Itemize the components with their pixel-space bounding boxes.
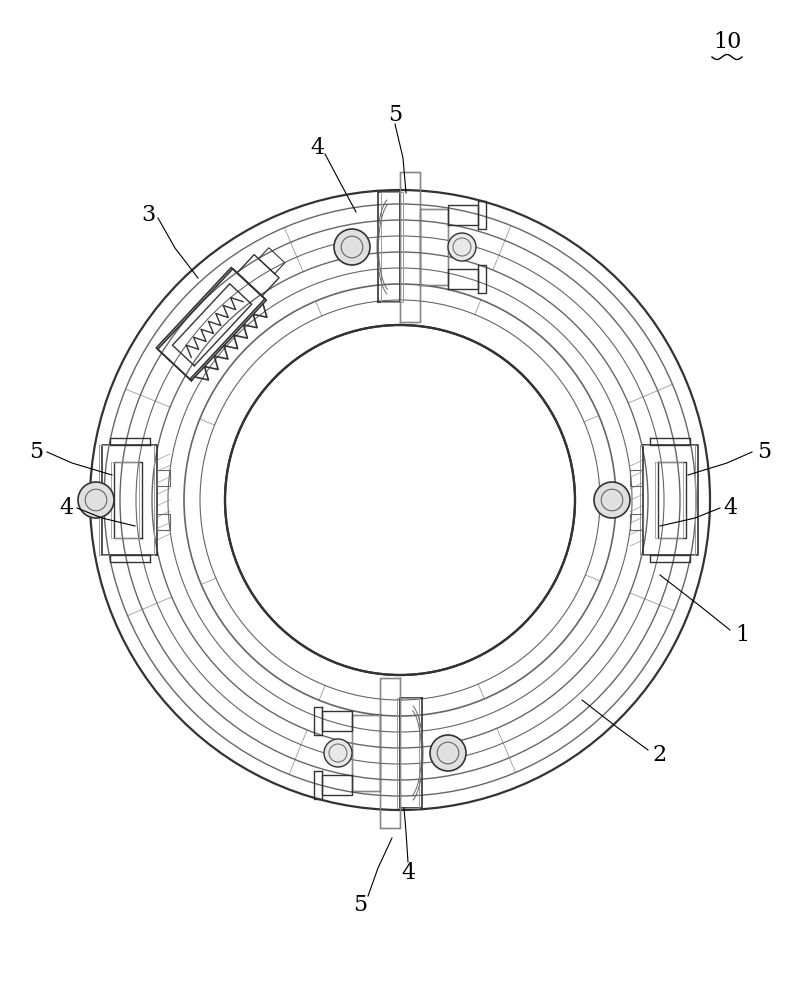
Text: 5: 5	[757, 441, 771, 463]
Text: 2: 2	[653, 744, 667, 766]
Circle shape	[78, 482, 114, 518]
Circle shape	[334, 229, 370, 265]
Text: 1: 1	[735, 624, 749, 646]
Circle shape	[225, 325, 575, 675]
Circle shape	[594, 482, 630, 518]
Text: 4: 4	[401, 862, 415, 884]
Text: 3: 3	[141, 204, 155, 226]
Circle shape	[448, 233, 476, 261]
Text: 5: 5	[353, 894, 367, 916]
Text: 4: 4	[59, 497, 73, 519]
Circle shape	[430, 735, 466, 771]
Text: 5: 5	[29, 441, 43, 463]
Text: 5: 5	[388, 104, 402, 126]
Text: 10: 10	[714, 31, 742, 53]
Text: 4: 4	[310, 137, 324, 159]
Text: 4: 4	[723, 497, 737, 519]
Circle shape	[324, 739, 352, 767]
